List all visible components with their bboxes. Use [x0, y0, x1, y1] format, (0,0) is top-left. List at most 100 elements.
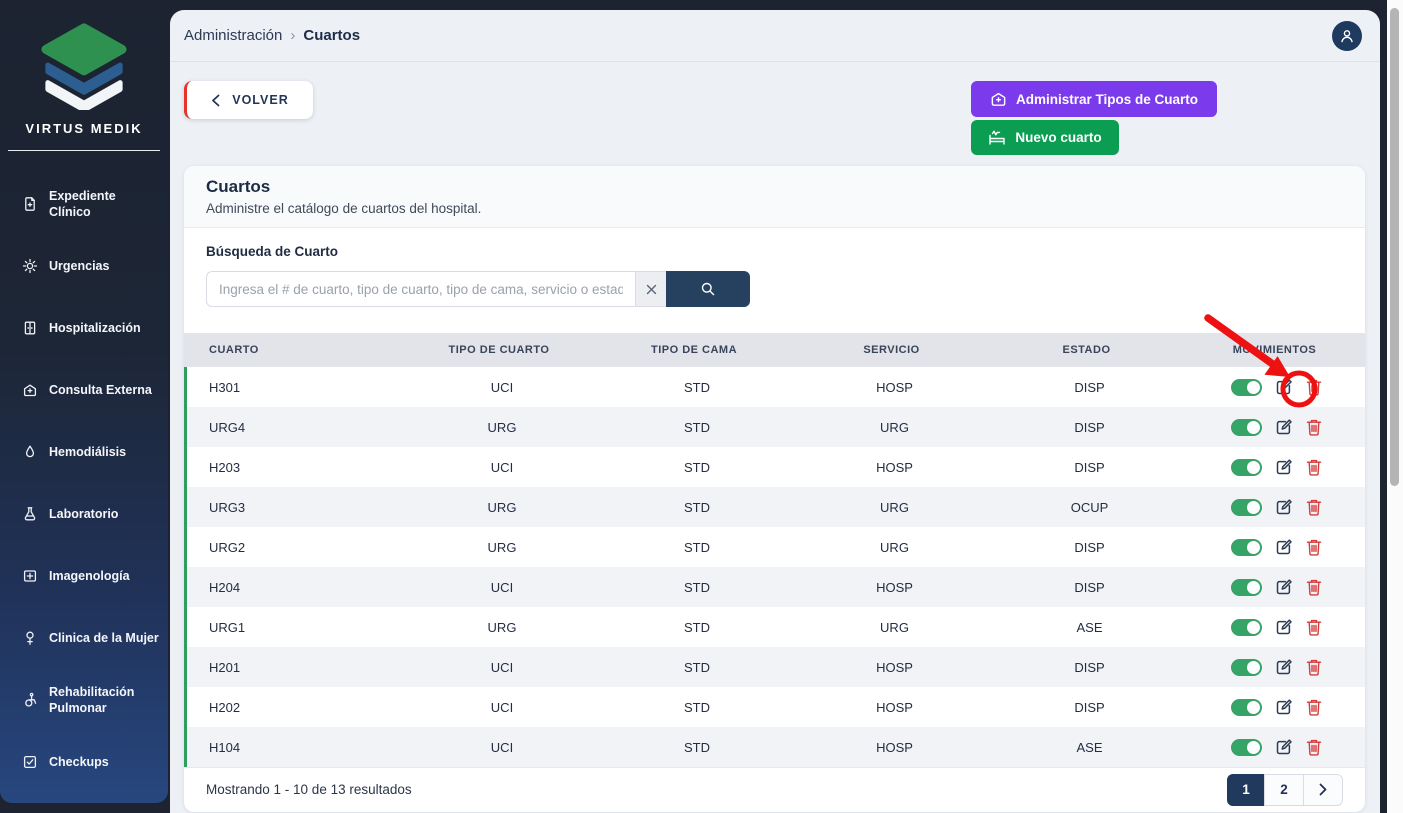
cell-servicio: URG — [880, 619, 909, 635]
status-toggle[interactable] — [1230, 578, 1262, 596]
cell-tipo-cuarto: URG — [487, 419, 517, 435]
edit-button[interactable] — [1275, 498, 1293, 516]
search-group — [206, 271, 750, 307]
toggle-knob — [1246, 540, 1260, 554]
table-row[interactable]: H202 UCI STD HOSP DISP — [184, 687, 1365, 727]
sidebar-item-hemodialisis[interactable]: Hemodiálisis — [0, 421, 168, 483]
edit-button[interactable] — [1275, 618, 1293, 636]
status-toggle[interactable] — [1230, 418, 1262, 436]
status-toggle[interactable] — [1230, 738, 1262, 756]
delete-button[interactable] — [1306, 738, 1322, 756]
status-toggle[interactable] — [1230, 378, 1262, 396]
table-row[interactable]: URG3 URG STD URG OCUP — [184, 487, 1365, 527]
cell-movimientos — [1187, 378, 1365, 396]
delete-button[interactable] — [1306, 378, 1322, 396]
cell-cuarto: URG2 — [209, 539, 246, 555]
delete-button[interactable] — [1306, 658, 1322, 676]
sidebar-item-laboratorio[interactable]: Laboratorio — [0, 483, 168, 545]
cell-movimientos — [1187, 418, 1365, 436]
cell-estado: ASE — [1076, 739, 1103, 755]
table-row[interactable]: H203 UCI STD HOSP DISP — [184, 447, 1365, 487]
edit-button[interactable] — [1275, 378, 1293, 396]
card-footer: Mostrando 1 - 10 de 13 resultados 1 2 — [184, 767, 1365, 811]
column-header-estado: ESTADO — [1062, 344, 1111, 356]
delete-button[interactable] — [1306, 578, 1322, 596]
status-toggle[interactable] — [1230, 538, 1262, 556]
cell-estado: OCUP — [1070, 499, 1109, 515]
edit-button[interactable] — [1275, 458, 1293, 476]
edit-button[interactable] — [1275, 538, 1293, 556]
status-toggle[interactable] — [1230, 458, 1262, 476]
sidebar-item-rehabilitacion-pulmonar[interactable]: Rehabilitación Pulmonar — [0, 669, 168, 731]
topbar: Administración › Cuartos — [170, 10, 1380, 62]
cell-estado: DISP — [1074, 579, 1105, 595]
clear-search-button[interactable] — [635, 271, 666, 307]
edit-button[interactable] — [1275, 738, 1293, 756]
edit-button[interactable] — [1275, 418, 1293, 436]
manage-room-types-button[interactable]: Administrar Tipos de Cuarto — [971, 81, 1217, 117]
sidebar-item-urgencias[interactable]: Urgencias — [0, 235, 168, 297]
toggle-knob — [1246, 700, 1260, 714]
status-toggle[interactable] — [1230, 618, 1262, 636]
layers-logo-icon — [41, 23, 127, 113]
trash-icon — [1306, 499, 1321, 516]
sidebar-item-imagenologia[interactable]: Imagenología — [0, 545, 168, 607]
status-toggle[interactable] — [1230, 698, 1262, 716]
trash-icon — [1306, 619, 1321, 636]
back-button[interactable]: VOLVER — [184, 81, 313, 119]
sidebar-item-label: Imagenología — [49, 568, 130, 583]
breadcrumb-parent[interactable]: Administración — [184, 27, 283, 44]
cell-movimientos — [1187, 578, 1365, 596]
sidebar-item-checkups[interactable]: Checkups — [0, 731, 168, 793]
search-section: Búsqueda de Cuarto — [184, 228, 1365, 333]
edit-icon — [1276, 579, 1292, 595]
table-row[interactable]: H201 UCI STD HOSP DISP — [184, 647, 1365, 687]
delete-button[interactable] — [1306, 418, 1322, 436]
table-row[interactable]: URG2 URG STD URG DISP — [184, 527, 1365, 567]
scrollbar-thumb[interactable] — [1390, 8, 1399, 486]
results-summary: Mostrando 1 - 10 de 13 resultados — [206, 782, 412, 797]
table-row[interactable]: H104 UCI STD HOSP ASE — [184, 727, 1365, 767]
sidebar-item-expediente-clinico[interactable]: Expediente Clínico — [0, 173, 168, 235]
sidebar-item-consulta-externa[interactable]: Consulta Externa — [0, 359, 168, 421]
new-room-button[interactable]: Nuevo cuarto — [971, 120, 1119, 155]
table-row[interactable]: H204 UCI STD HOSP DISP — [184, 567, 1365, 607]
image-plus-icon — [22, 568, 39, 585]
table-row[interactable]: H301 UCI STD HOSP DISP — [184, 367, 1365, 407]
status-toggle[interactable] — [1230, 498, 1262, 516]
column-header-tipo-de-cama: TIPO DE CAMA — [650, 344, 738, 356]
trash-icon — [1306, 659, 1321, 676]
table-row[interactable]: URG1 URG STD URG ASE — [184, 607, 1365, 647]
table-row[interactable]: URG4 URG STD URG DISP — [184, 407, 1365, 447]
edit-button[interactable] — [1275, 698, 1293, 716]
delete-button[interactable] — [1306, 618, 1322, 636]
scrollbar-track[interactable] — [1387, 0, 1403, 813]
cell-estado: DISP — [1074, 419, 1105, 435]
delete-button[interactable] — [1306, 498, 1322, 516]
status-toggle[interactable] — [1230, 658, 1262, 676]
cell-tipo-cama: STD — [684, 459, 710, 475]
user-avatar[interactable] — [1332, 20, 1362, 51]
search-input[interactable] — [206, 271, 635, 307]
page-button-2[interactable]: 2 — [1264, 773, 1304, 806]
cell-movimientos — [1187, 738, 1365, 756]
edit-icon — [1276, 699, 1292, 715]
next-page-button[interactable] — [1303, 773, 1343, 806]
toggle-knob — [1246, 460, 1260, 474]
delete-button[interactable] — [1306, 698, 1322, 716]
page-button-1[interactable]: 1 — [1227, 773, 1265, 806]
toolbar: VOLVER Administrar Tipos de Cuarto Nuevo… — [170, 62, 1380, 166]
cell-movimientos — [1187, 698, 1365, 716]
delete-button[interactable] — [1306, 538, 1322, 556]
edit-button[interactable] — [1275, 658, 1293, 676]
edit-button[interactable] — [1275, 578, 1293, 596]
cell-cuarto: H201 — [209, 659, 241, 675]
delete-button[interactable] — [1306, 458, 1322, 476]
brand-logo: VIRTUS MEDIK — [0, 10, 168, 136]
table-body: H301 UCI STD HOSP DISP URG4 URG S — [184, 367, 1365, 767]
card-subtitle: Administre el catálogo de cuartos del ho… — [206, 201, 482, 216]
sidebar-item-hospitalizacion[interactable]: Hospitalización — [0, 297, 168, 359]
sidebar-item-label: Rehabilitación Pulmonar — [49, 684, 135, 715]
search-button[interactable] — [666, 271, 750, 307]
sidebar-item-clinica-de-la-mujer[interactable]: Clinica de la Mujer — [0, 607, 168, 669]
